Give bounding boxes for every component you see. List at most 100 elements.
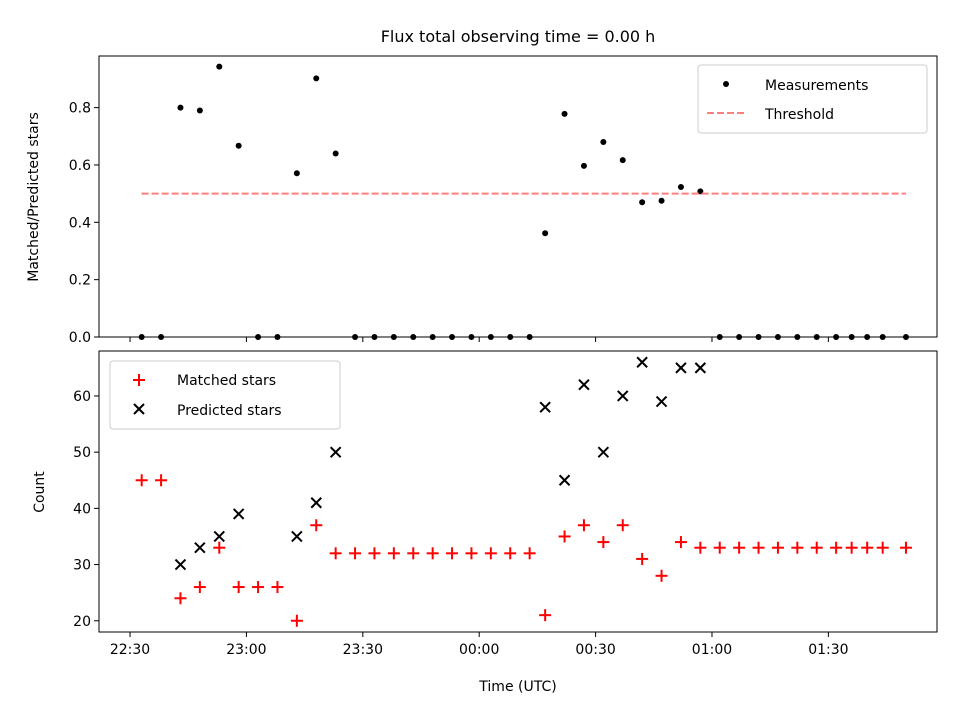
ratio-panel: 0.00.20.40.60.8 Matched/Predicted stars … <box>26 55 938 346</box>
predicted-stars-point <box>291 530 303 543</box>
y-tick-label: 0.6 <box>69 158 91 174</box>
y-tick-label: 50 <box>73 445 91 461</box>
count-panel: 20 30 40 50 60 22:30 23:00 23:30 00:00 00:30 01:00… <box>32 350 938 695</box>
x-axis-label: Time (UTC) <box>478 679 556 695</box>
matched-stars-point <box>616 519 629 532</box>
measurement-point <box>313 75 320 82</box>
legend-predicted-marker <box>133 403 145 415</box>
measurement-point <box>561 110 568 117</box>
legend-matched-marker <box>133 374 145 386</box>
x-tick-label: 23:30 <box>343 642 383 658</box>
matched-stars-point <box>752 541 765 554</box>
matched-stars-point <box>426 547 439 560</box>
matched-stars-point <box>830 541 843 554</box>
matched-stars-point <box>504 547 517 560</box>
legend-threshold-label: Threshold <box>764 107 834 123</box>
matched-stars-point <box>845 541 858 554</box>
matched-stars-point <box>329 547 342 560</box>
predicted-stars-point <box>578 379 590 391</box>
predicted-stars-point <box>174 558 187 571</box>
predicted-stars-point <box>597 446 610 458</box>
matched-stars-point <box>465 547 478 560</box>
legend-measurements-label: Measurements <box>765 78 868 94</box>
measurement-point <box>600 139 607 146</box>
ratio-y-axis-label: Matched/Predicted stars <box>26 112 42 282</box>
predicted-stars-point <box>213 530 225 543</box>
count-plot-area <box>135 356 912 627</box>
matched-stars-point <box>135 474 148 487</box>
predicted-stars-point <box>310 497 322 509</box>
ratio-axes-frame <box>98 55 938 338</box>
x-tick-label: 01:00 <box>692 642 732 658</box>
matched-stars-point <box>694 541 707 554</box>
matched-stars-point <box>523 547 536 560</box>
count-y-axis-label: Count <box>32 471 48 513</box>
y-tick-label: 20 <box>73 614 91 630</box>
matched-stars-point <box>539 609 552 622</box>
predicted-stars-point <box>194 541 206 554</box>
matched-stars-point <box>484 547 497 560</box>
measurement-point <box>542 230 549 237</box>
x-tick-label: 01:30 <box>808 642 848 658</box>
matched-stars-point <box>655 569 668 582</box>
chart-title: Flux total observing time = 0.00 h <box>381 27 656 46</box>
matched-stars-point <box>290 614 303 627</box>
matched-stars-point <box>771 541 784 554</box>
measurement-point <box>332 150 339 157</box>
measurement-point <box>235 142 242 149</box>
matched-stars-point <box>213 541 226 554</box>
x-tick-label: 00:00 <box>459 642 499 658</box>
matched-stars-point <box>174 592 187 605</box>
matched-stars-point <box>193 581 206 594</box>
matched-stars-point <box>810 541 823 554</box>
legend-measurements-marker <box>723 81 729 87</box>
matched-stars-point <box>713 541 726 554</box>
ratio-legend: Measurements Threshold <box>697 64 928 134</box>
count-axis-ticks: 20 30 40 50 60 22:30 23:00 23:30 00:00 00:30 01:00… <box>73 389 848 658</box>
matched-stars-point <box>791 541 804 554</box>
y-tick-label: 0.8 <box>69 101 91 117</box>
matched-stars-point <box>232 581 245 594</box>
predicted-stars-point <box>232 508 245 520</box>
predicted-stars-point <box>539 401 551 413</box>
y-tick-label: 0.0 <box>69 330 91 346</box>
matched-stars-point <box>252 581 265 594</box>
y-tick-label: 60 <box>73 389 91 405</box>
matched-stars-point <box>387 547 400 560</box>
predicted-stars-point <box>617 390 629 402</box>
matched-stars-point <box>558 530 571 543</box>
matched-stars-point <box>310 519 323 532</box>
legend-matched-label: Matched stars <box>177 373 276 389</box>
matched-stars-point <box>349 547 362 560</box>
matched-stars-point <box>861 541 874 554</box>
ratio-legend-box <box>697 64 928 134</box>
measurement-point <box>639 199 646 206</box>
measurement-point <box>677 184 684 191</box>
matched-stars-point <box>446 547 459 560</box>
matched-stars-point <box>407 547 420 560</box>
predicted-stars-point <box>655 395 668 408</box>
measurement-point <box>658 197 665 204</box>
matched-stars-point <box>597 536 610 549</box>
matched-stars-point <box>899 541 912 554</box>
count-axes-frame <box>98 350 938 633</box>
predicted-stars-point <box>694 362 707 374</box>
x-tick-label: 22:30 <box>110 642 150 658</box>
predicted-stars-point <box>558 474 571 486</box>
y-tick-label: 40 <box>73 501 91 517</box>
matched-stars-point <box>155 474 168 487</box>
matched-stars-point <box>368 547 381 560</box>
matched-stars-point <box>876 541 889 554</box>
legend-predicted-label: Predicted stars <box>177 403 282 419</box>
count-legend: Matched stars Predicted stars <box>109 360 341 430</box>
count-legend-box <box>109 360 341 430</box>
x-tick-label: 23:00 <box>226 642 266 658</box>
predicted-stars-point <box>675 362 687 374</box>
ratio-axis-ticks: 0.0 0.2 0.4 0.6 0.8 <box>69 101 829 346</box>
predicted-stars-point <box>329 446 342 458</box>
matched-stars-point <box>636 552 649 565</box>
measurement-point <box>293 170 300 177</box>
y-tick-label: 0.4 <box>69 215 91 231</box>
matched-stars-point <box>733 541 746 554</box>
